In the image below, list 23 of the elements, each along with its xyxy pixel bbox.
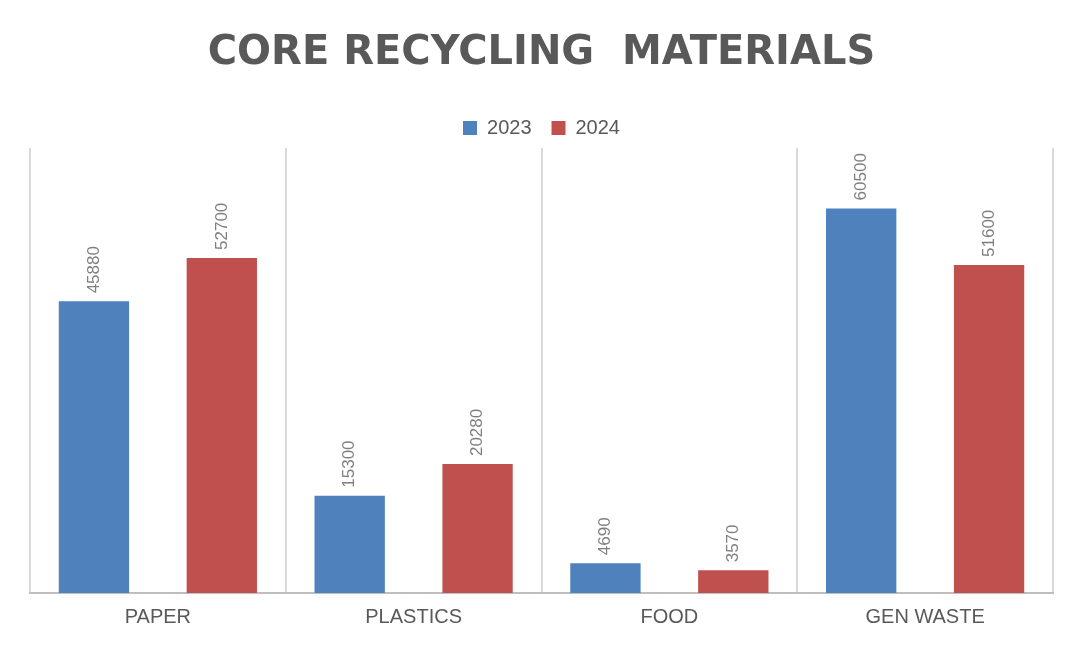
data-label: 52700: [211, 202, 231, 250]
bar: [953, 264, 1025, 593]
data-label: 4690: [595, 517, 615, 556]
data-label: 51600: [978, 209, 998, 257]
data-label: 60500: [850, 153, 870, 201]
legend-label: 2024: [575, 115, 620, 138]
x-tick-label: FOOD: [640, 604, 699, 627]
x-tick-label: PAPER: [124, 604, 192, 627]
bar: [442, 464, 513, 593]
x-tick-label: PLASTICS: [365, 604, 462, 627]
bar: [698, 570, 769, 593]
chart-title: CORE RECYCLING MATERIALS: [207, 27, 876, 74]
bar: [570, 563, 641, 593]
bar: [186, 257, 257, 593]
data-label: 20280: [467, 408, 487, 457]
data-label: 45880: [83, 246, 103, 294]
legend-label: 2023: [487, 115, 532, 138]
x-tick-label: GEN WASTE: [865, 604, 985, 627]
data-label: 3570: [723, 524, 742, 563]
bar: [826, 208, 897, 593]
bar: [58, 301, 130, 593]
bar: [314, 495, 385, 593]
data-label: 15300: [339, 440, 359, 488]
